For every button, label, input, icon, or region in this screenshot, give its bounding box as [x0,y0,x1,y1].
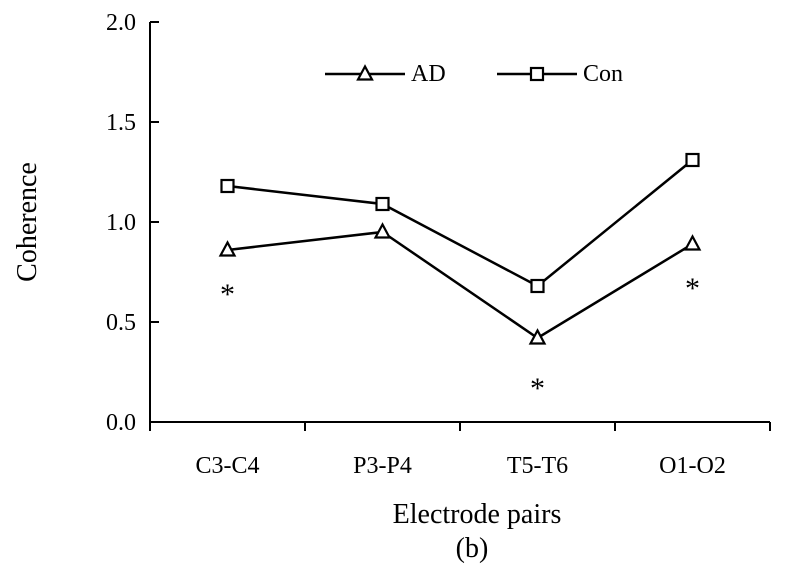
series-con [220,152,700,294]
y-axis-label: Coherence [12,162,43,282]
y-tick-label: 1.5 [106,110,136,136]
series-layer [218,152,702,345]
x-tick-label: C3-C4 [195,453,259,479]
y-tick-label: 0.0 [106,410,136,436]
data-point-ad [683,234,702,251]
series-line-con [227,159,694,288]
x-tick-label: P3-P4 [353,453,412,479]
axes [149,22,770,423]
significance-marker: * [530,372,545,405]
legend-marker-con [529,66,545,82]
x-tick-label: T5-T6 [507,453,568,479]
data-point-con [375,196,390,212]
chart-caption: (b) [456,533,489,564]
data-point-ad [373,222,392,239]
legend-label-ad: AD [411,61,446,87]
significance-marker: * [685,272,700,305]
y-tick-label: 0.5 [106,310,136,336]
x-axis-label: Electrode pairs [393,499,562,530]
legend-item-ad: AD [325,61,446,87]
data-point-ad [218,240,237,257]
data-point-con [220,178,235,194]
series-line-ad [227,230,694,340]
series-ad [218,222,702,345]
data-point-ad [528,328,547,345]
data-point-con [685,152,700,168]
annotation-layer: * * * [220,272,700,405]
y-ticks: 0.0 0.5 1.0 1.5 2.0 [106,10,159,436]
legend: AD Con [325,61,623,87]
legend-label-con: Con [583,61,623,87]
y-tick-label: 2.0 [106,10,136,36]
x-ticks: C3-C4 P3-P4 T5-T6 O1-O2 [149,422,771,479]
significance-marker: * [220,278,235,311]
legend-item-con: Con [497,61,623,87]
y-tick-label: 1.0 [106,210,136,236]
legend-marker-ad [356,64,374,81]
data-point-con [530,278,545,294]
x-tick-label: O1-O2 [659,453,726,479]
